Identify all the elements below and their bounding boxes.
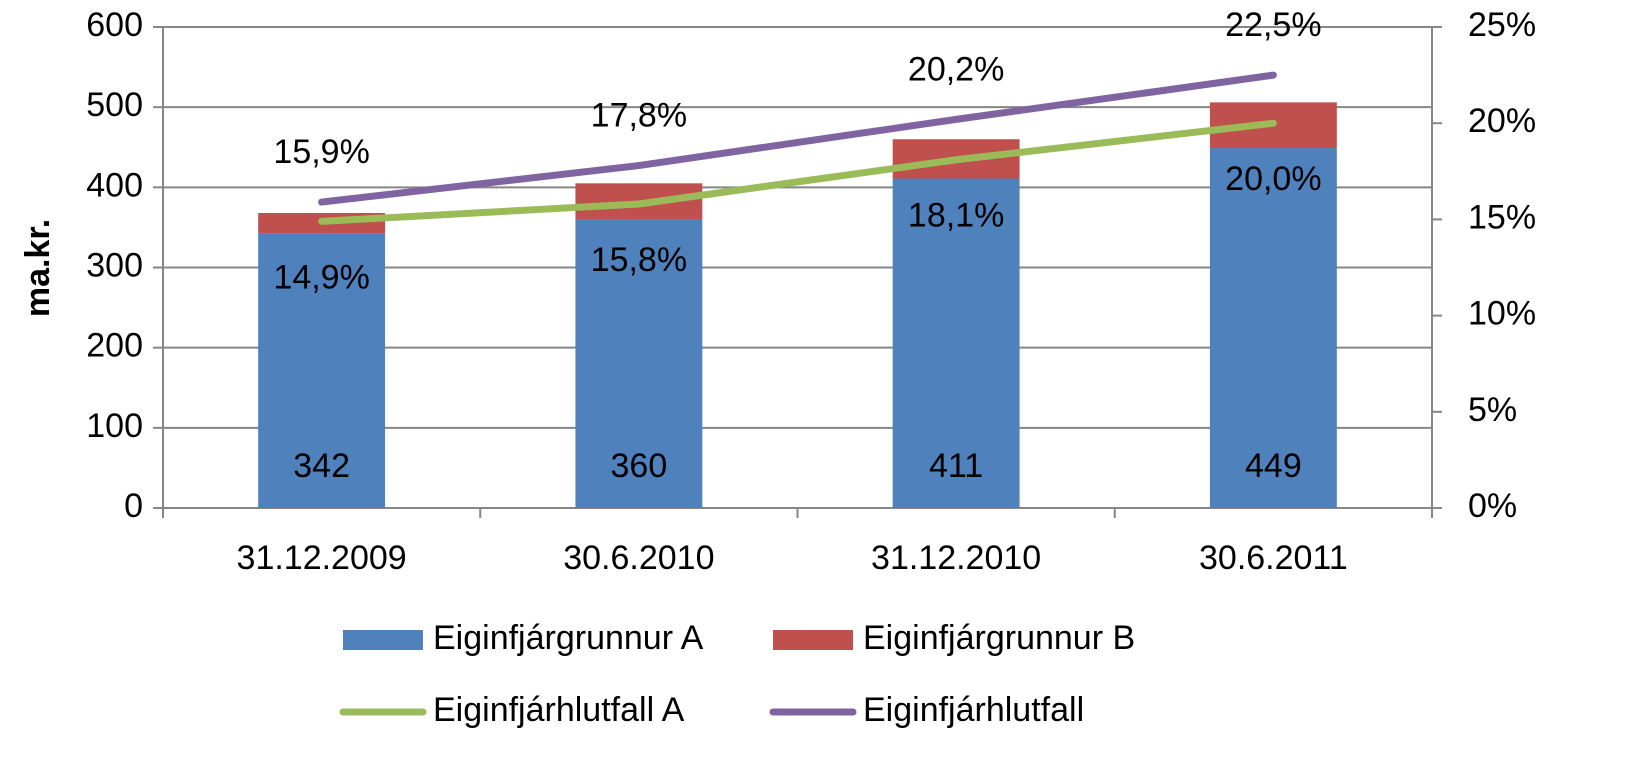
- bar-label: 411: [929, 447, 983, 485]
- line-label: 18,1%: [908, 197, 1004, 235]
- line-label: 20,2%: [908, 50, 1004, 88]
- y2-tick-label: 5%: [1468, 391, 1517, 429]
- legend-label: Eiginfjárhlutfall A: [433, 691, 685, 729]
- legend-label: Eiginfjárgrunnur B: [863, 619, 1135, 657]
- line-label: 14,9%: [273, 258, 369, 296]
- y-tick-label: 500: [86, 86, 143, 124]
- y-axis-label: ma.kr.: [19, 219, 57, 317]
- y-tick-label: 400: [86, 166, 143, 204]
- legend-label: Eiginfjárhlutfall: [863, 691, 1084, 729]
- bar: [892, 178, 1020, 508]
- y2-tick-label: 20%: [1468, 102, 1536, 140]
- line-label: 22,5%: [1225, 6, 1321, 44]
- x-tick-label: 31.12.2009: [237, 539, 407, 577]
- bar: [1209, 148, 1337, 508]
- y2-tick-label: 25%: [1468, 6, 1536, 44]
- legend-swatch: [773, 630, 853, 650]
- line: [318, 71, 1277, 206]
- y2-tick-label: 15%: [1468, 198, 1536, 236]
- bar-label: 449: [1245, 447, 1302, 485]
- y-tick-label: 200: [86, 327, 143, 365]
- y-tick-label: 100: [86, 407, 143, 445]
- bar-label: 360: [611, 447, 668, 485]
- line-label: 20,0%: [1225, 160, 1321, 198]
- line-label: 15,8%: [591, 241, 687, 279]
- legend-swatch: [343, 630, 423, 650]
- legend-label: Eiginfjárgrunnur A: [433, 619, 704, 657]
- x-tick-label: 30.6.2010: [563, 539, 714, 577]
- y-tick-label: 600: [86, 6, 143, 44]
- line-label: 17,8%: [591, 97, 687, 135]
- x-tick-label: 31.12.2010: [871, 539, 1041, 577]
- bar: [258, 233, 386, 508]
- y2-tick-label: 0%: [1468, 487, 1517, 525]
- y2-tick-label: 10%: [1468, 295, 1536, 333]
- y-tick-label: 0: [124, 487, 143, 525]
- bar-label: 342: [293, 447, 350, 485]
- y-tick-label: 300: [86, 246, 143, 284]
- line-label: 15,9%: [273, 133, 369, 171]
- line: [318, 119, 1277, 225]
- bar: [575, 219, 703, 508]
- x-tick-label: 30.6.2011: [1199, 539, 1348, 577]
